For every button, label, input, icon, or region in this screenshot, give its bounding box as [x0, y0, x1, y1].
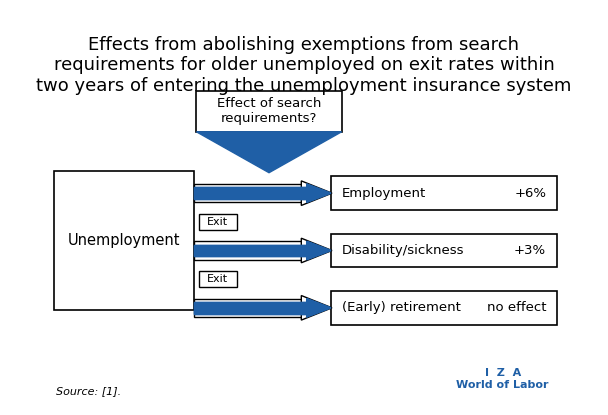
- Bar: [194, 302, 306, 314]
- Polygon shape: [196, 132, 342, 173]
- Bar: [194, 245, 306, 256]
- Bar: [194, 188, 306, 199]
- FancyBboxPatch shape: [331, 176, 557, 210]
- FancyBboxPatch shape: [199, 271, 237, 287]
- Polygon shape: [306, 241, 331, 260]
- Polygon shape: [306, 299, 331, 317]
- Text: Exit: Exit: [207, 217, 229, 227]
- Polygon shape: [302, 295, 332, 320]
- Bar: [194, 302, 306, 314]
- Text: Exit: Exit: [207, 274, 229, 284]
- Text: Effects from abolishing exemptions from search
requirements for older unemployed: Effects from abolishing exemptions from …: [36, 36, 572, 95]
- Text: +3%: +3%: [514, 244, 546, 257]
- Bar: [194, 188, 306, 199]
- FancyBboxPatch shape: [331, 291, 557, 325]
- Text: Effect of search
requirements?: Effect of search requirements?: [217, 97, 321, 125]
- Polygon shape: [306, 299, 331, 317]
- FancyBboxPatch shape: [194, 241, 302, 260]
- Text: Employment: Employment: [342, 187, 426, 200]
- Text: no effect: no effect: [487, 301, 546, 314]
- FancyBboxPatch shape: [196, 91, 342, 132]
- Text: Unemployment: Unemployment: [67, 233, 180, 248]
- Text: (Early) retirement: (Early) retirement: [342, 301, 460, 314]
- Polygon shape: [302, 181, 332, 205]
- Polygon shape: [302, 238, 332, 263]
- Text: Disability/sickness: Disability/sickness: [342, 244, 464, 257]
- FancyBboxPatch shape: [194, 299, 302, 317]
- FancyBboxPatch shape: [194, 184, 302, 203]
- Polygon shape: [306, 241, 331, 260]
- Polygon shape: [306, 184, 331, 203]
- Bar: [194, 245, 306, 256]
- FancyBboxPatch shape: [32, 1, 576, 414]
- FancyBboxPatch shape: [54, 171, 194, 310]
- Text: +6%: +6%: [514, 187, 546, 200]
- Text: Source: [1].: Source: [1].: [57, 386, 122, 396]
- Polygon shape: [306, 184, 331, 203]
- Text: I  Z  A
World of Labor: I Z A World of Labor: [457, 368, 549, 390]
- FancyBboxPatch shape: [199, 214, 237, 229]
- FancyBboxPatch shape: [331, 234, 557, 267]
